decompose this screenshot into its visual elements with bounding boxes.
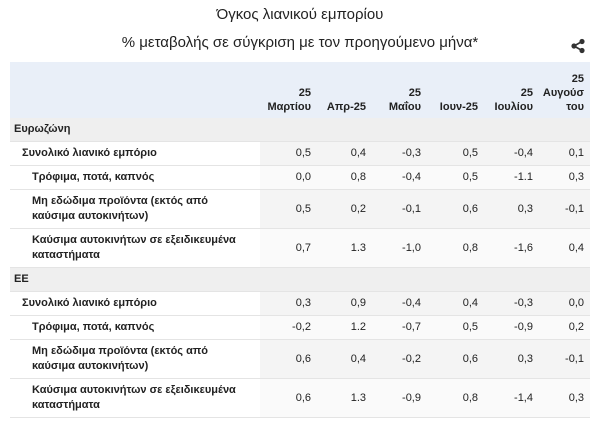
value-cell: 0,2 xyxy=(317,189,372,229)
value-cell: 0,4 xyxy=(539,228,590,268)
group-row: ΕΕ xyxy=(10,267,590,292)
group-row: Ευρωζώνη xyxy=(10,118,590,142)
title: Όγκος λιανικού εμπορίου xyxy=(216,6,384,23)
value-cell: 0,7 xyxy=(260,228,317,268)
data-row: Συνολικό λιανικό εμπόριο 0,3 0,9 -0,4 0,4 -0,… xyxy=(10,291,590,316)
value-cell: -0,9 xyxy=(484,315,539,340)
value-cell: -0,4 xyxy=(372,165,427,190)
value-cell: 0,4 xyxy=(317,141,372,166)
value-cell: -0,1 xyxy=(539,189,590,229)
share-button[interactable] xyxy=(570,38,586,54)
header-cell xyxy=(10,62,260,118)
row-label: Μη εδώδιμα προϊόντα (εκτός από καύσιμα α… xyxy=(10,189,260,229)
value-cell: 0,4 xyxy=(317,339,372,379)
value-cell: -0,9 xyxy=(372,378,427,418)
data-table: 25 Μαρτίου Απρ-25 25 Μαΐου Ιουν-25 25 Ιουλίο… xyxy=(10,62,590,418)
value-cell: 1.3 xyxy=(317,228,372,268)
column-header: 25 Αυγούστου xyxy=(539,62,590,118)
data-row: Μη εδώδιμα προϊόντα (εκτός από καύσιμα α… xyxy=(10,339,590,379)
subtitle: % μεταβολής σε σύγκριση με τον προηγούμε… xyxy=(121,34,479,51)
value-cell: 0,5 xyxy=(427,141,484,166)
value-cell: 0,4 xyxy=(427,291,484,316)
value-cell: 0,6 xyxy=(427,189,484,229)
value-cell: -1,4 xyxy=(484,378,539,418)
value-cell: -1,0 xyxy=(372,228,427,268)
column-header: 25 Μαρτίου xyxy=(260,62,317,118)
data-row: Καύσιμα αυτοκινήτων σε εξειδικευμένα κατ… xyxy=(10,228,590,268)
value-cell: 0,3 xyxy=(539,378,590,418)
value-cell: 0,3 xyxy=(539,165,590,190)
value-cell: -0,3 xyxy=(484,291,539,316)
value-cell: 1.3 xyxy=(317,378,372,418)
row-label: Συνολικό λιανικό εμπόριο xyxy=(10,291,260,316)
value-cell: 0,6 xyxy=(427,339,484,379)
value-cell: 0,6 xyxy=(260,339,317,379)
header-row: 25 Μαρτίου Απρ-25 25 Μαΐου Ιουν-25 25 Ιουλίο… xyxy=(10,62,590,118)
value-cell: 0,8 xyxy=(427,228,484,268)
value-cell: 0,5 xyxy=(427,315,484,340)
column-header: Ιουν-25 xyxy=(427,62,484,118)
data-row: Τρόφιμα, ποτά, καπνός 0,0 0,8 -0,4 0,5 -1.1 0,… xyxy=(10,165,590,190)
data-row: Καύσιμα αυτοκινήτων σε εξειδικευμένα κατ… xyxy=(10,378,590,418)
value-cell: 0,2 xyxy=(539,315,590,340)
row-label: Καύσιμα αυτοκινήτων σε εξειδικευμένα κατ… xyxy=(10,378,260,418)
value-cell: -0,3 xyxy=(372,141,427,166)
value-cell: 0,3 xyxy=(484,189,539,229)
value-cell: 0,0 xyxy=(539,291,590,316)
row-label: Τρόφιμα, ποτά, καπνός xyxy=(10,165,260,190)
row-label: Καύσιμα αυτοκινήτων σε εξειδικευμένα κατ… xyxy=(10,228,260,268)
row-label: Συνολικό λιανικό εμπόριο xyxy=(10,141,260,166)
value-cell: 0,0 xyxy=(260,165,317,190)
value-cell: 0,8 xyxy=(317,165,372,190)
value-cell: -0,4 xyxy=(372,291,427,316)
group-name: ΕΕ xyxy=(10,267,590,292)
value-cell: -0,2 xyxy=(372,339,427,379)
value-cell: 0,6 xyxy=(260,378,317,418)
column-header: 25 Μαΐου xyxy=(372,62,427,118)
value-cell: 0,8 xyxy=(427,378,484,418)
row-label: Τρόφιμα, ποτά, καπνός xyxy=(10,315,260,340)
data-row: Τρόφιμα, ποτά, καπνός -0,2 1.2 -0,7 0,5 -0,9 0… xyxy=(10,315,590,340)
value-cell: -0,1 xyxy=(372,189,427,229)
data-row: Μη εδώδιμα προϊόντα (εκτός από καύσιμα α… xyxy=(10,189,590,229)
value-cell: 0,1 xyxy=(539,141,590,166)
value-cell: -1.1 xyxy=(484,165,539,190)
value-cell: 0,5 xyxy=(427,165,484,190)
value-cell: -0,4 xyxy=(484,141,539,166)
data-row: Συνολικό λιανικό εμπόριο 0,5 0,4 -0,3 0,5 -0,… xyxy=(10,141,590,166)
value-cell: 0,3 xyxy=(484,339,539,379)
value-cell: 0,5 xyxy=(260,189,317,229)
value-cell: 1.2 xyxy=(317,315,372,340)
row-label: Μη εδώδιμα προϊόντα (εκτός από καύσιμα α… xyxy=(10,339,260,379)
value-cell: 0,9 xyxy=(317,291,372,316)
value-cell: -1,6 xyxy=(484,228,539,268)
value-cell: -0,2 xyxy=(260,315,317,340)
value-cell: 0,5 xyxy=(260,141,317,166)
value-cell: 0,3 xyxy=(260,291,317,316)
column-header: 25 Ιουλίου xyxy=(484,62,539,118)
value-cell: -0,1 xyxy=(539,339,590,379)
value-cell: -0,7 xyxy=(372,315,427,340)
group-name: Ευρωζώνη xyxy=(10,118,590,142)
column-header: Απρ-25 xyxy=(317,62,372,118)
